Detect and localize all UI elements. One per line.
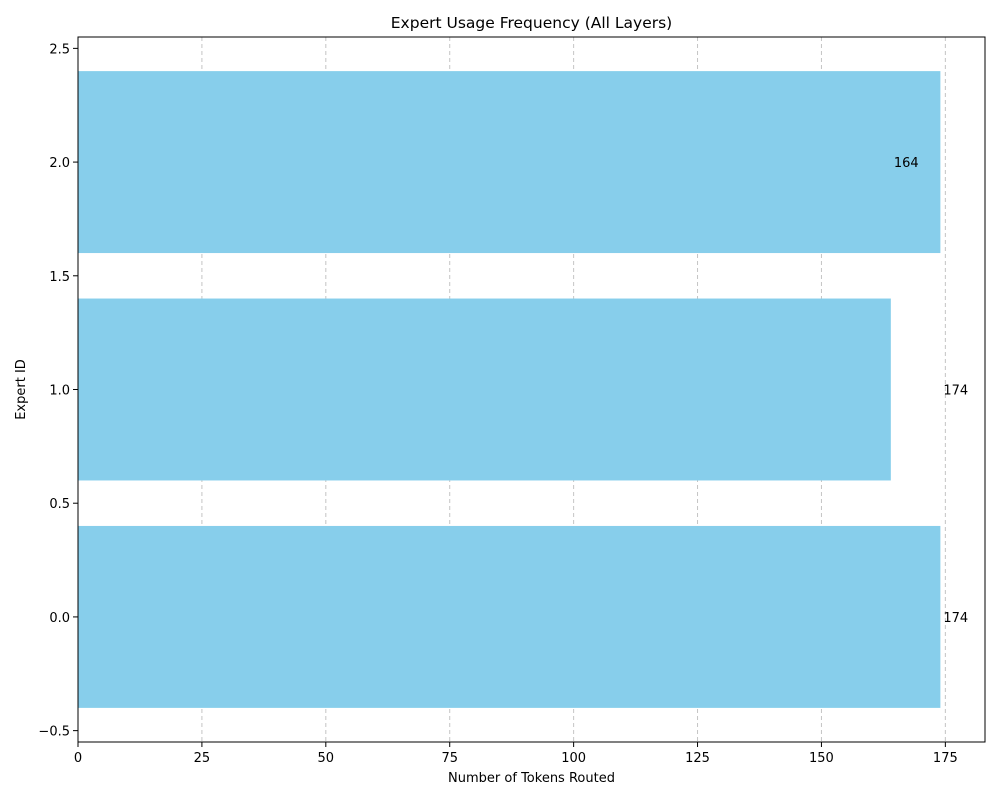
y-tick-label: 2.0	[49, 156, 70, 171]
y-tick-label: 1.0	[49, 384, 70, 399]
x-axis-label: Number of Tokens Routed	[448, 771, 615, 786]
data-labels: 174 174 164	[894, 156, 968, 626]
x-axis-ticks: 0 25 50 75 100 125 150 175	[74, 742, 958, 766]
bar-expert-1	[78, 298, 891, 481]
y-axis-label: Expert ID	[14, 359, 29, 420]
x-tick-label: 150	[809, 751, 834, 766]
x-tick-label: 50	[318, 751, 335, 766]
y-tick-label: 1.5	[49, 270, 70, 285]
bars	[78, 71, 941, 708]
x-tick-label: 175	[933, 751, 958, 766]
y-tick-label: 2.5	[49, 42, 70, 57]
x-tick-label: 0	[74, 751, 82, 766]
bar-expert-0	[78, 525, 941, 708]
x-tick-label: 125	[685, 751, 710, 766]
data-label: 174	[943, 611, 968, 626]
data-label: 174	[943, 384, 968, 399]
y-tick-label: 0.0	[49, 611, 70, 626]
y-tick-label: 0.5	[49, 497, 70, 512]
x-tick-label: 100	[561, 751, 586, 766]
chart-title: Expert Usage Frequency (All Layers)	[391, 14, 672, 32]
x-tick-label: 25	[194, 751, 211, 766]
x-tick-label: 75	[441, 751, 458, 766]
data-label: 164	[894, 156, 919, 171]
y-axis-ticks: −0.5 0.0 0.5 1.0 1.5 2.0 2.5	[38, 42, 78, 740]
y-tick-label: −0.5	[38, 725, 70, 740]
bar-expert-2	[78, 71, 941, 254]
